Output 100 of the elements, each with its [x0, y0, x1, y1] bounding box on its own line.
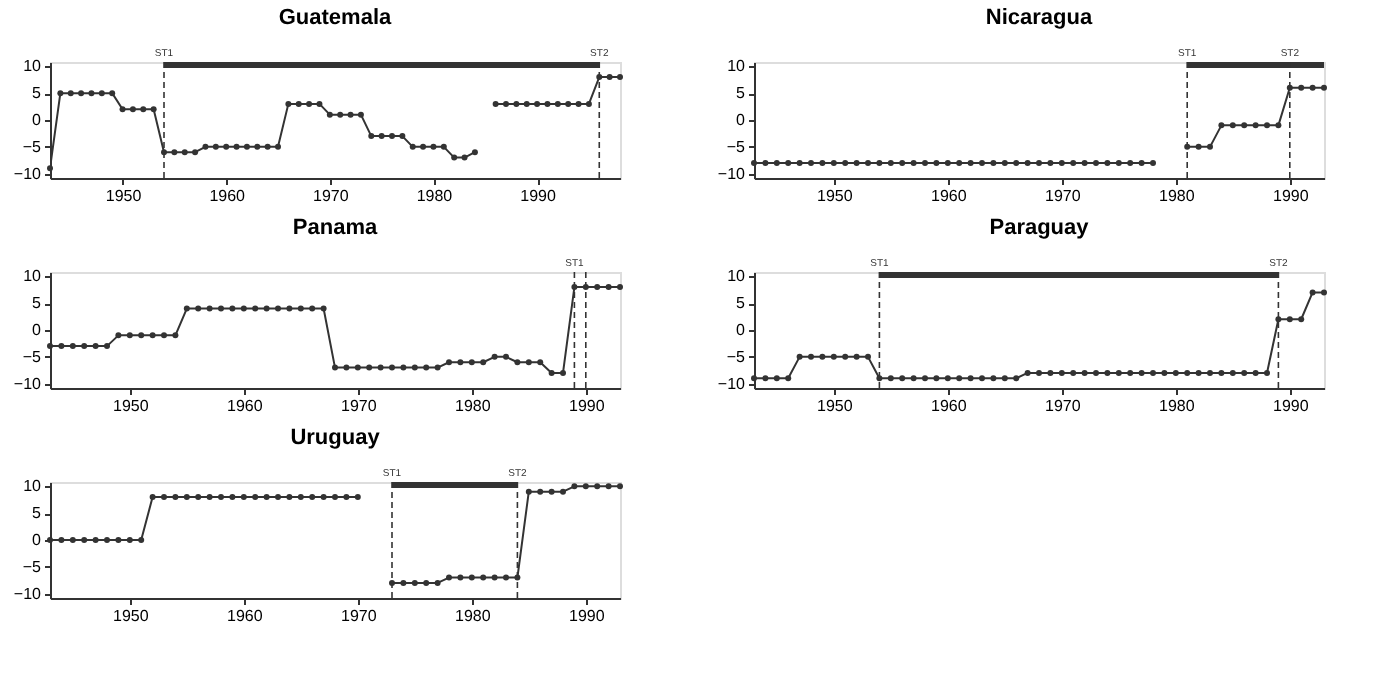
x-tick-label: 1980 [416, 187, 454, 205]
x-tick-label: 1960 [227, 397, 264, 415]
point [434, 579, 441, 586]
point [366, 364, 373, 371]
point [471, 149, 478, 156]
point [1309, 84, 1316, 91]
point [343, 494, 350, 501]
point [876, 375, 883, 382]
x-tick-label: 1950 [113, 397, 150, 415]
point [887, 375, 894, 382]
point [149, 494, 156, 501]
point [1252, 122, 1259, 129]
point [389, 364, 395, 371]
point [979, 375, 985, 382]
y-tick-label: 10 [23, 267, 43, 286]
point [842, 353, 849, 360]
point [58, 537, 65, 543]
x-tick-label: 1960 [209, 187, 247, 205]
y-tick-label: 5 [32, 294, 43, 313]
y-tick-label: 10 [727, 57, 747, 76]
point [1298, 316, 1305, 323]
chart-title: Nicaragua [985, 6, 1094, 30]
point [195, 305, 202, 312]
point [115, 332, 122, 339]
point [910, 375, 917, 382]
point [316, 100, 323, 107]
point [171, 149, 178, 156]
x-tick-label: 1990 [1273, 397, 1310, 415]
point [876, 159, 883, 166]
point [343, 364, 350, 371]
y-tick-label: 10 [23, 477, 43, 496]
chart-title: Panama [292, 216, 379, 240]
point [1195, 143, 1202, 150]
point [115, 537, 122, 543]
point [762, 375, 769, 382]
x-tick-label: 1990 [569, 397, 606, 415]
point [206, 494, 213, 501]
point [129, 106, 136, 113]
point [537, 488, 544, 495]
point [819, 159, 826, 166]
point [1252, 369, 1259, 376]
point [218, 305, 224, 312]
point [1024, 159, 1031, 166]
x-tick-label: 1970 [1045, 187, 1082, 205]
y-tick-label: −10 [717, 164, 747, 183]
point [409, 143, 416, 150]
x-tick-label: 1950 [817, 187, 854, 205]
point [967, 375, 974, 382]
point [275, 305, 281, 312]
point [773, 375, 780, 382]
point [1081, 369, 1088, 376]
x-tick-label: 1980 [1159, 397, 1196, 415]
chart-title: Paraguay [989, 216, 1091, 240]
point [119, 106, 126, 113]
point [1321, 84, 1327, 91]
point [286, 305, 293, 312]
x-tick-label: 1980 [455, 607, 492, 625]
point [1104, 159, 1111, 166]
y-tick-label: 5 [736, 294, 747, 313]
point [263, 494, 270, 501]
point [1241, 122, 1248, 129]
y-tick-label: 0 [736, 111, 747, 129]
point [1161, 369, 1168, 376]
x-tick-label: 1950 [113, 607, 150, 625]
point [1013, 375, 1020, 382]
point [617, 74, 623, 81]
point [240, 305, 247, 312]
point [575, 100, 582, 107]
point [297, 305, 304, 312]
point [1150, 159, 1156, 166]
point [202, 143, 209, 150]
y-tick-label: 0 [32, 111, 43, 129]
point [617, 483, 623, 490]
point [420, 143, 427, 150]
point [446, 359, 452, 366]
point [378, 133, 385, 140]
point [503, 574, 509, 581]
point [514, 359, 521, 366]
point [434, 364, 441, 371]
point [865, 353, 871, 360]
point [796, 159, 803, 166]
point [126, 332, 133, 339]
y-tick-label: −10 [717, 374, 747, 393]
point [571, 483, 578, 490]
point [1264, 122, 1270, 129]
point [480, 574, 487, 581]
x-tick-label: 1990 [569, 607, 606, 625]
point [98, 90, 105, 97]
point [332, 364, 338, 371]
point [92, 343, 99, 350]
point [161, 332, 167, 339]
x-tick-label: 1980 [455, 397, 492, 415]
point [1138, 159, 1145, 166]
point [400, 579, 407, 586]
point [399, 133, 406, 140]
point [138, 537, 145, 543]
chart-title: Guatemala [278, 6, 394, 30]
point [492, 100, 499, 107]
point [1309, 289, 1316, 296]
point [1218, 122, 1225, 129]
